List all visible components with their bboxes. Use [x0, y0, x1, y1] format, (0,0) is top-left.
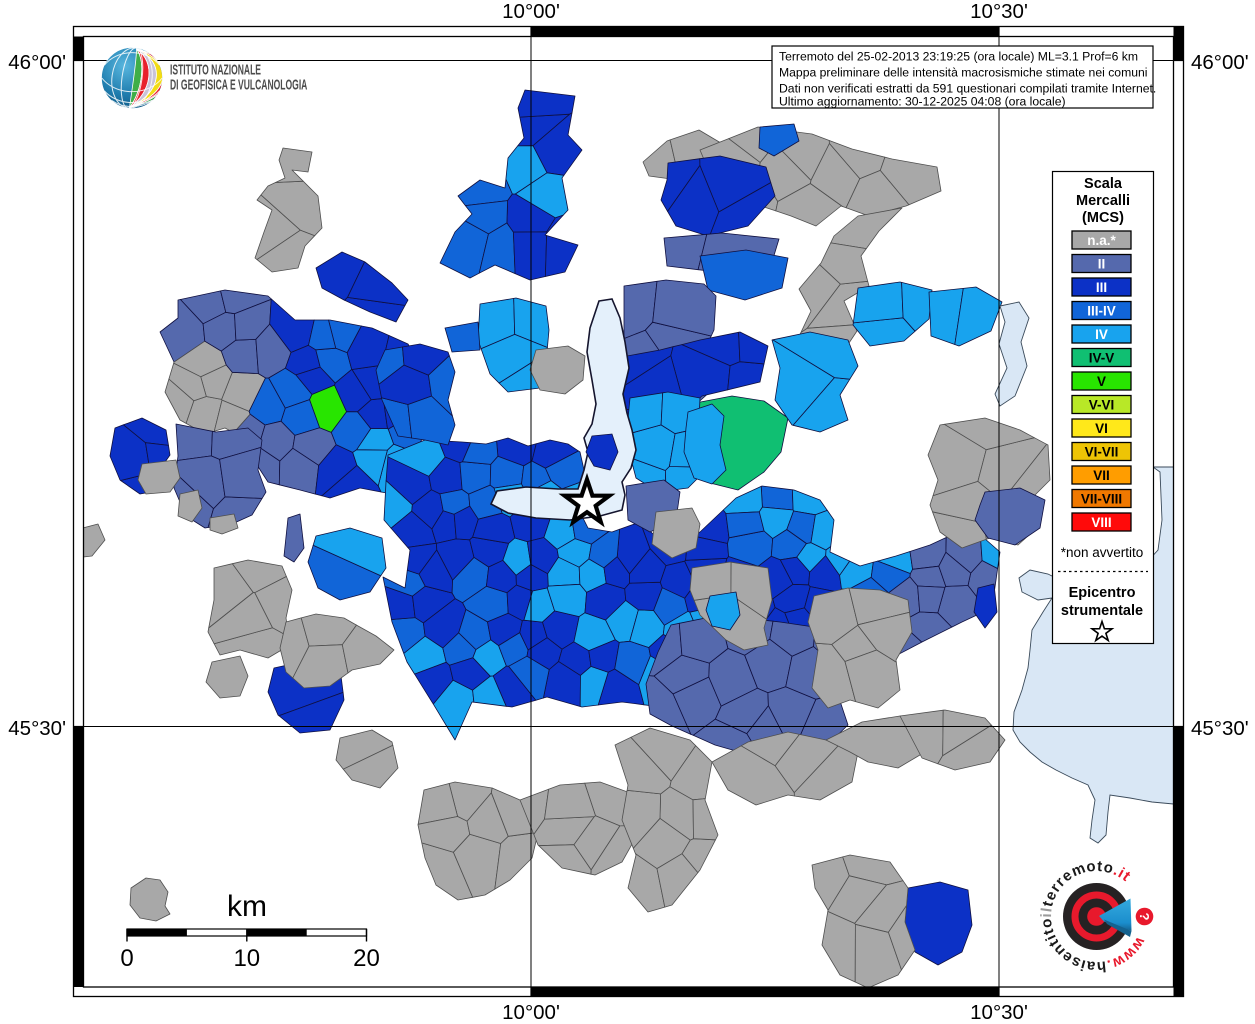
svg-text:Dati non verificati estratti d: Dati non verificati estratti da 591 ques… — [779, 82, 1156, 96]
svg-text:46°00': 46°00' — [1191, 51, 1249, 74]
svg-text:Ultimo aggiornamento: 30-12-20: Ultimo aggiornamento: 30-12-2025 04:08 (… — [779, 95, 1066, 109]
svg-text:Mappa preliminare delle intens: Mappa preliminare delle intensità macros… — [779, 66, 1148, 80]
svg-text:a: a — [1085, 957, 1096, 975]
svg-text:VI-VII: VI-VII — [1085, 445, 1119, 460]
svg-text:km: km — [227, 890, 267, 923]
svg-text:V: V — [1097, 374, 1106, 389]
svg-text:VII-VIII: VII-VIII — [1081, 492, 1122, 507]
svg-text:o: o — [1102, 859, 1115, 878]
svg-text:o: o — [1038, 918, 1056, 929]
svg-text:i: i — [1079, 956, 1088, 973]
svg-text:.: . — [1105, 956, 1113, 973]
svg-text:VII: VII — [1093, 468, 1110, 483]
svg-text:10°00': 10°00' — [502, 0, 560, 23]
svg-text:45°30': 45°30' — [1191, 717, 1249, 740]
svg-text:46°00': 46°00' — [8, 51, 66, 74]
svg-text:Epicentro: Epicentro — [1069, 585, 1136, 601]
svg-text:VIII: VIII — [1091, 515, 1111, 530]
svg-text:Terremoto del 25-02-2013 23:19: Terremoto del 25-02-2013 23:19:25 (ora l… — [779, 50, 1138, 64]
svg-text:III-IV: III-IV — [1087, 304, 1116, 319]
svg-text:o: o — [1086, 858, 1097, 876]
svg-text:Mercalli: Mercalli — [1076, 193, 1130, 209]
svg-text:.: . — [1111, 862, 1122, 879]
svg-text:t: t — [1040, 927, 1058, 937]
svg-text:*non avvertito: *non avvertito — [1061, 545, 1144, 560]
svg-text:20: 20 — [353, 945, 380, 972]
svg-text:IV-V: IV-V — [1089, 351, 1115, 366]
svg-text:DI GEOFISICA E VULCANOLOGIA: DI GEOFISICA E VULCANOLOGIA — [170, 76, 308, 93]
svg-text:ISTITUTO NAZIONALE: ISTITUTO NAZIONALE — [170, 61, 261, 78]
svg-text:t: t — [1097, 858, 1103, 875]
svg-text:m: m — [1069, 860, 1088, 881]
svg-text:i: i — [1038, 913, 1055, 918]
svg-text:0: 0 — [120, 945, 133, 972]
svg-text:VI: VI — [1095, 421, 1108, 436]
svg-text:h: h — [1096, 957, 1107, 975]
svg-text:Scala: Scala — [1084, 176, 1123, 192]
svg-text:10°30': 10°30' — [970, 1001, 1028, 1024]
svg-text:i: i — [1043, 932, 1060, 943]
svg-text:(MCS): (MCS) — [1082, 210, 1124, 226]
svg-text:II: II — [1098, 257, 1106, 272]
svg-text:10°00': 10°00' — [502, 1001, 560, 1024]
svg-text:IV: IV — [1095, 327, 1108, 342]
svg-text:t: t — [1039, 899, 1057, 908]
svg-text:10: 10 — [233, 945, 260, 972]
svg-text:V-VI: V-VI — [1089, 398, 1115, 413]
svg-text:45°30': 45°30' — [8, 717, 66, 740]
svg-text:strumentale: strumentale — [1061, 603, 1143, 619]
svg-text:10°30': 10°30' — [970, 0, 1028, 23]
svg-text:n.a.*: n.a.* — [1087, 233, 1116, 248]
svg-text:III: III — [1096, 280, 1107, 295]
svg-text:?: ? — [1137, 913, 1152, 921]
svg-text:l: l — [1038, 907, 1055, 913]
